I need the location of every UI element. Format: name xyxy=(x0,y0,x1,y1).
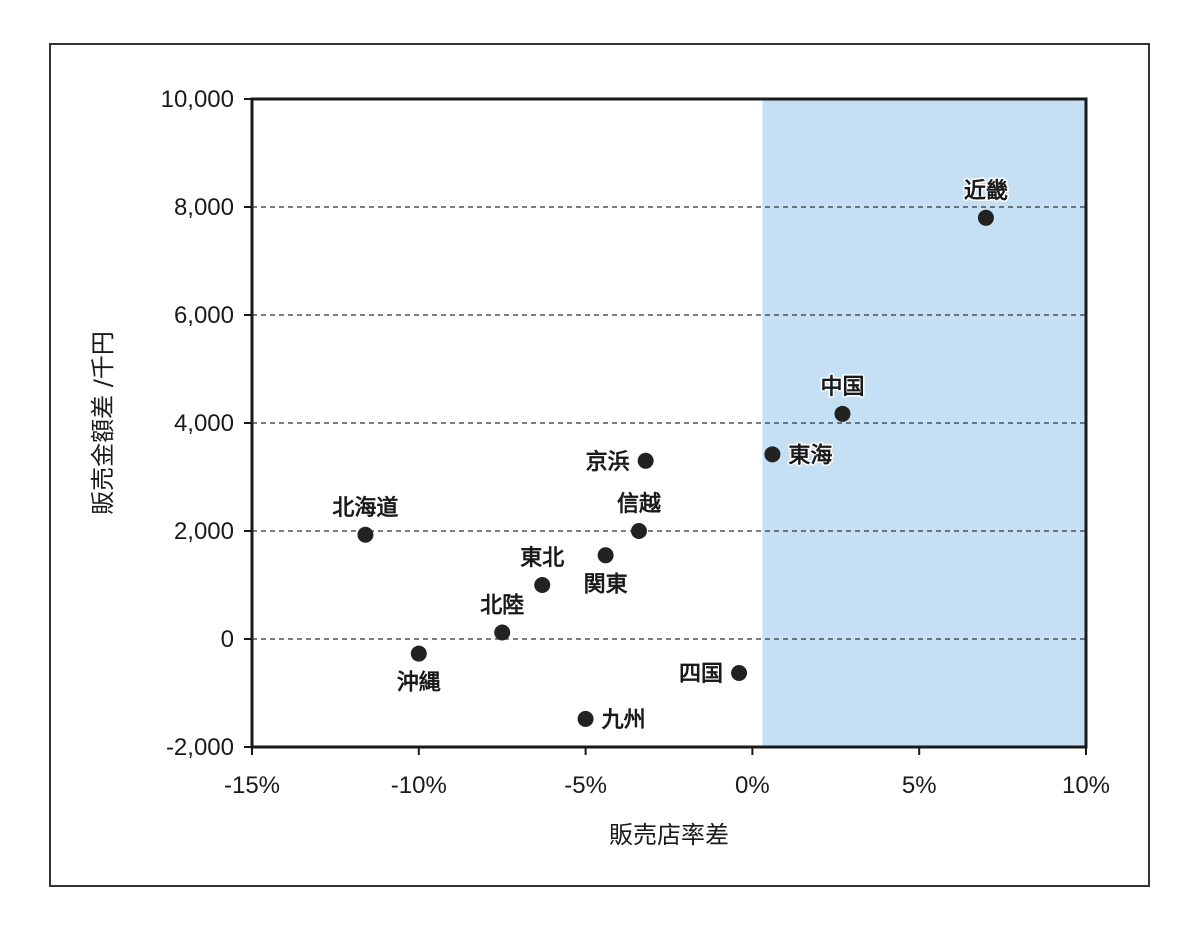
data-point xyxy=(764,446,781,463)
data-point-label: 九州 xyxy=(601,708,646,733)
data-point xyxy=(637,452,654,469)
data-point-label: 東海 xyxy=(788,442,832,468)
data-point-label: 四国 xyxy=(679,662,723,687)
y-tick-label: 10,000 xyxy=(161,86,234,113)
y-tick-label: 6,000 xyxy=(174,302,234,329)
x-axis-title: 販売店率差 xyxy=(609,821,729,849)
x-tick-label: -10% xyxy=(391,772,447,799)
data-point-label: 北海道 xyxy=(332,495,398,521)
x-tick-label: -15% xyxy=(224,772,280,799)
data-point xyxy=(977,209,994,226)
x-tick-label: 5% xyxy=(902,772,937,799)
data-point xyxy=(357,526,374,543)
chart-frame xyxy=(49,43,1150,887)
data-point xyxy=(630,523,647,539)
y-axis-ticks: -2,000 0 2,000 4,000 6,000 8,000 10,000 xyxy=(161,86,252,761)
y-tick-label: 4,000 xyxy=(174,410,234,437)
x-tick-label: 0% xyxy=(735,772,770,799)
y-tick-label: 8,000 xyxy=(174,194,234,221)
data-point xyxy=(410,645,427,662)
data-point xyxy=(534,577,551,593)
data-point-label: 沖縄 xyxy=(397,671,441,696)
data-point xyxy=(834,405,851,422)
y-tick-label: 2,000 xyxy=(174,518,234,545)
data-point xyxy=(577,710,594,727)
data-point-label: 近畿 xyxy=(964,178,1008,204)
y-tick-label: 0 xyxy=(221,626,234,653)
y-tick-label: -2,000 xyxy=(166,734,234,761)
data-point-label: 北陸 xyxy=(480,593,524,619)
data-point xyxy=(731,665,748,682)
data-point-label: 関東 xyxy=(584,572,628,597)
data-point-label: 信越 xyxy=(617,491,662,517)
data-point-label: 中国 xyxy=(820,375,864,400)
y-axis-title: 販売金額差 /千円 xyxy=(89,331,117,515)
data-point xyxy=(597,547,614,564)
x-axis-ticks: -15% -10% -5% 0% 5% 10% xyxy=(224,747,1110,799)
x-tick-label: -5% xyxy=(564,772,607,799)
data-point xyxy=(494,624,511,641)
data-point-label: 東北 xyxy=(520,546,564,571)
gridlines xyxy=(252,206,1086,640)
positive-rate-highlight-region xyxy=(762,99,1086,747)
x-tick-label: 10% xyxy=(1062,772,1110,799)
data-point-label: 京浜 xyxy=(586,449,630,475)
